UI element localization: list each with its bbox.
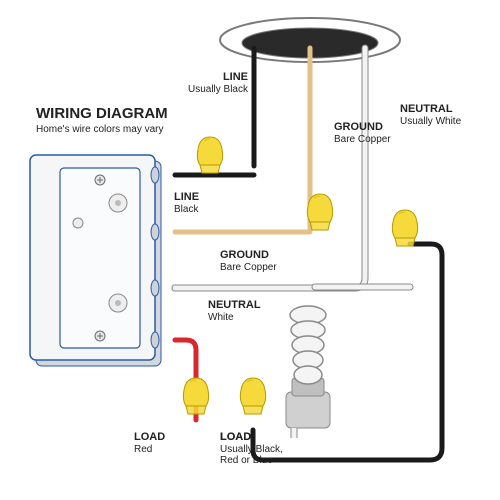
electrical-box: [30, 155, 161, 366]
cfl-bulb: [286, 306, 330, 438]
label-ground_mid: GROUND: [220, 249, 269, 261]
wire-nut: [197, 137, 222, 173]
label-neutral_mid-sub: White: [208, 312, 234, 323]
label-line_top: LINE: [223, 71, 248, 83]
wire-nut: [307, 194, 332, 230]
wire-nut: [183, 378, 208, 414]
svg-text:Usually Black,: Usually Black,: [220, 444, 283, 455]
diagram-title: WIRING DIAGRAM: [36, 105, 168, 122]
label-neutral_top: NEUTRAL: [400, 103, 453, 115]
diagram-subtitle: Home's wire colors may vary: [36, 124, 164, 135]
wire-nut: [240, 378, 265, 414]
svg-text:Red or Blue: Red or Blue: [220, 455, 273, 466]
wire-nut: [392, 210, 417, 246]
label-ground_mid-sub: Bare Copper: [220, 262, 277, 273]
label-load_left-sub: Red: [134, 444, 152, 455]
label-ground_top-sub: Bare Copper: [334, 134, 391, 145]
label-line_box-sub: Black: [174, 204, 199, 215]
label-line_top-sub: Usually Black: [188, 84, 249, 95]
label-ground_top: GROUND: [334, 121, 383, 133]
label-neutral_mid: NEUTRAL: [208, 299, 261, 311]
svg-text:LOAD: LOAD: [220, 431, 251, 443]
label-line_box: LINE: [174, 191, 199, 203]
label-neutral_top-sub: Usually White: [400, 116, 462, 127]
label-load_left: LOAD: [134, 431, 165, 443]
wiring-diagram: WIRING DIAGRAM Home's wire colors may var…: [0, 0, 500, 500]
